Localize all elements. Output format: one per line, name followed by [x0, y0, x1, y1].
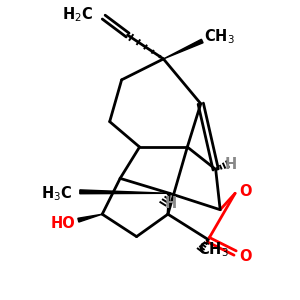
Polygon shape — [80, 190, 170, 194]
Polygon shape — [164, 39, 203, 59]
Text: O: O — [240, 248, 252, 263]
Text: H: H — [225, 157, 237, 172]
Text: HO: HO — [51, 216, 75, 231]
Text: CH$_3$: CH$_3$ — [198, 241, 229, 260]
Text: H$_3$C: H$_3$C — [41, 184, 72, 203]
Text: O: O — [240, 184, 252, 199]
Text: H$_2$C: H$_2$C — [62, 6, 93, 24]
Text: H: H — [165, 196, 177, 211]
Text: CH$_3$: CH$_3$ — [204, 27, 235, 46]
Polygon shape — [78, 214, 102, 222]
